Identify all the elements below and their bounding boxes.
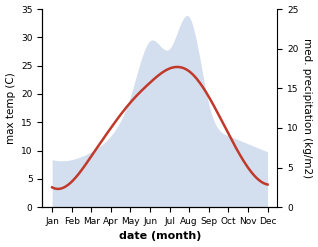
X-axis label: date (month): date (month): [119, 231, 201, 242]
Y-axis label: med. precipitation (kg/m2): med. precipitation (kg/m2): [302, 38, 313, 178]
Y-axis label: max temp (C): max temp (C): [5, 72, 16, 144]
